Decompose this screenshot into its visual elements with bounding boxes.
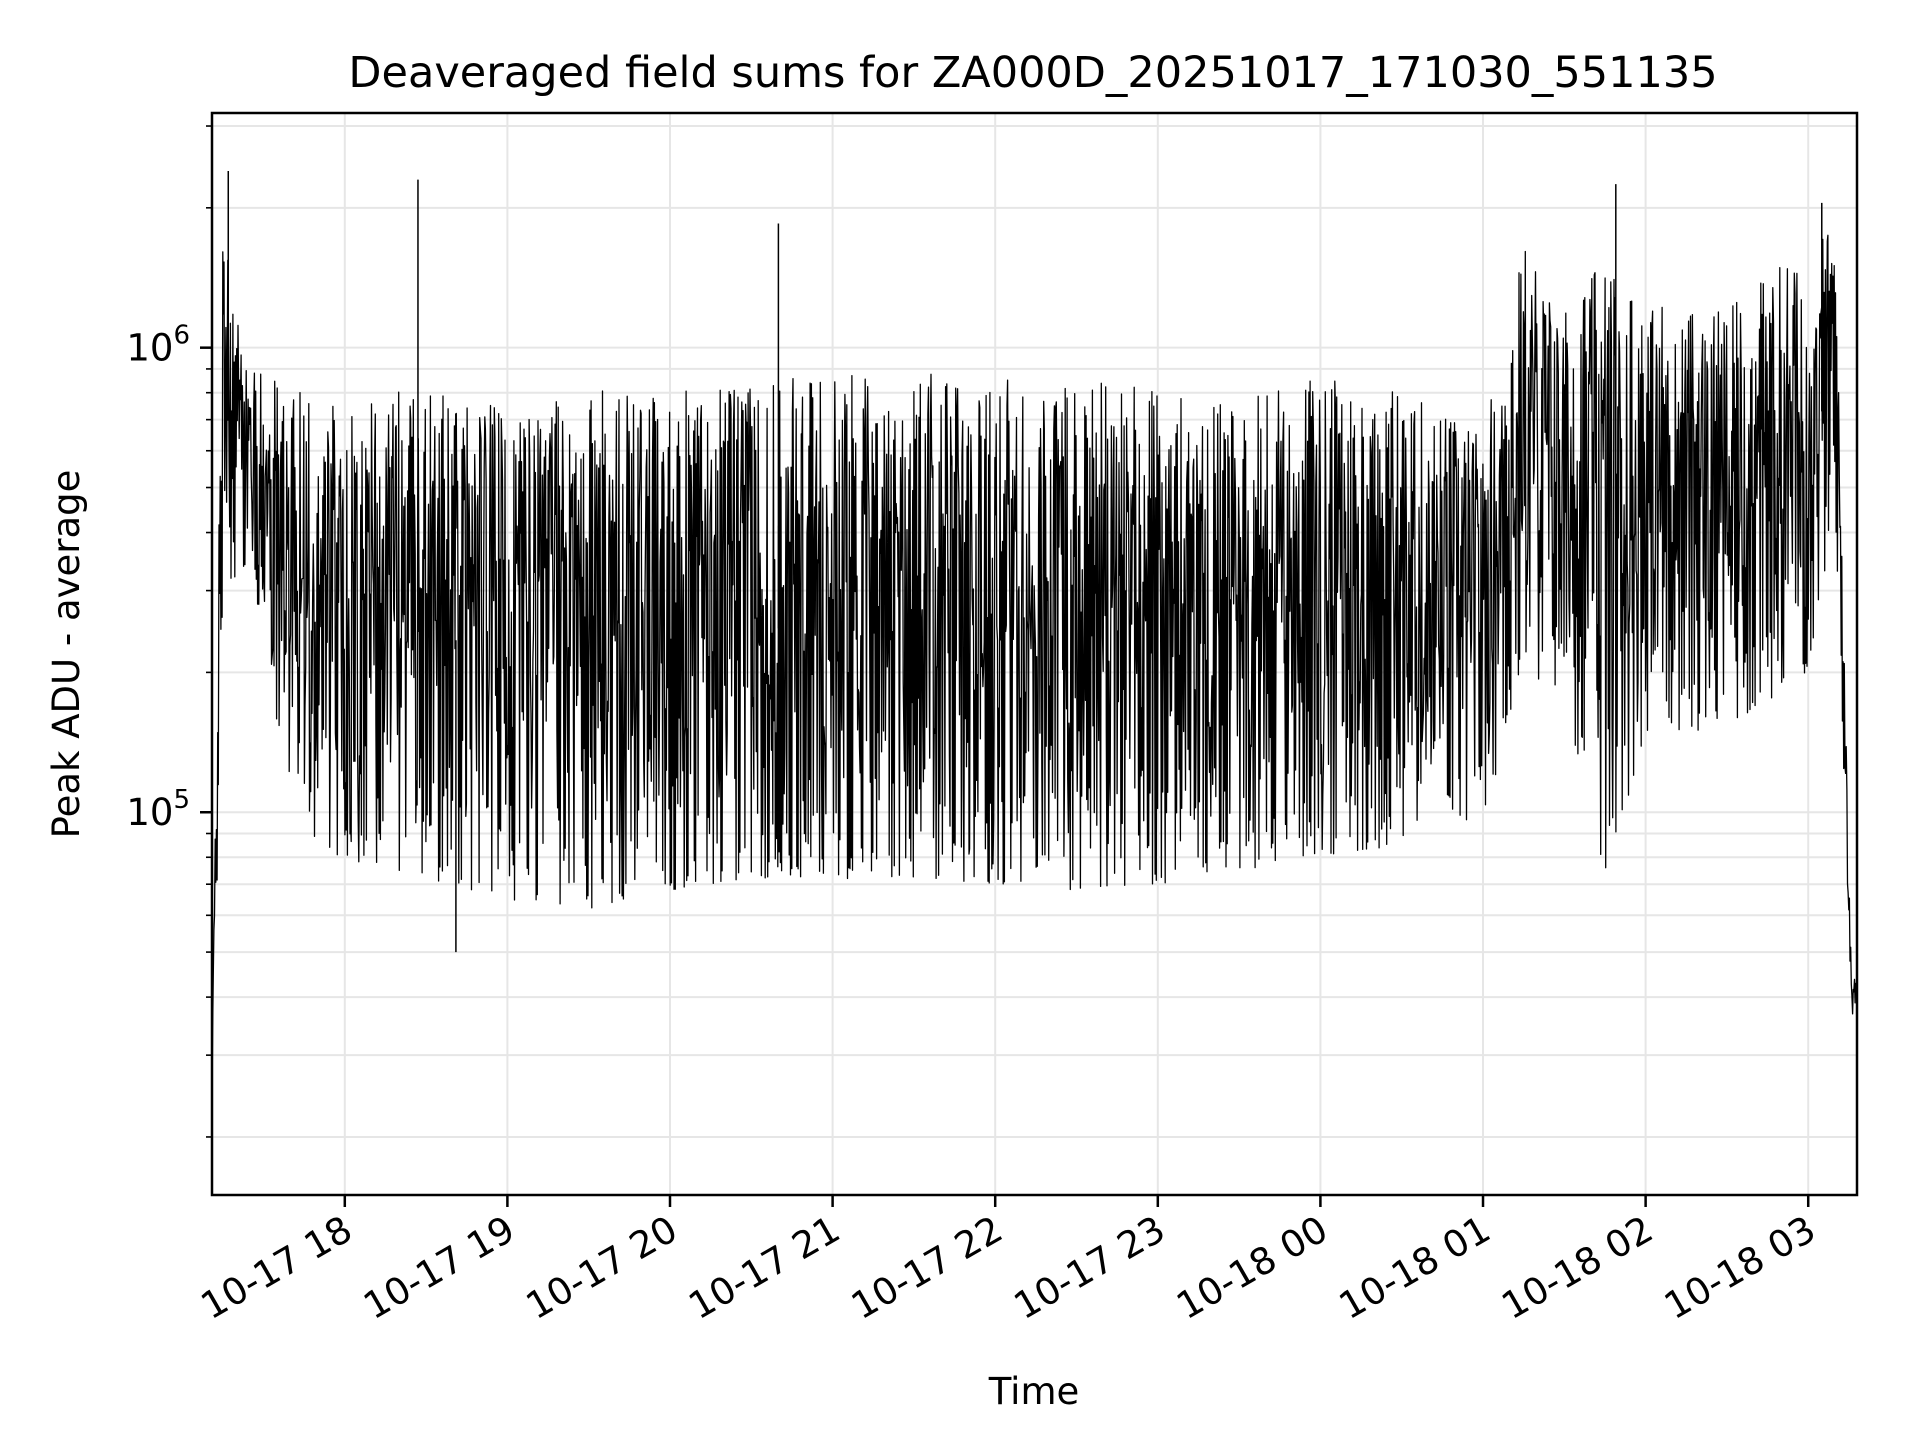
y-tick-label: 105 bbox=[126, 785, 190, 834]
y-axis-label: Peak ADU - average bbox=[45, 470, 88, 839]
series-trace bbox=[211, 234, 1858, 1103]
series-line bbox=[211, 171, 1858, 1103]
plot-frame bbox=[210, 111, 1859, 1197]
y-tick-label: 106 bbox=[126, 321, 190, 370]
chart-title: Deaveraged field sums for ZA000D_2025101… bbox=[348, 48, 1717, 98]
x-axis-label: Time bbox=[988, 1370, 1080, 1413]
y-axis-ticks: 105 106 bbox=[126, 125, 212, 1138]
